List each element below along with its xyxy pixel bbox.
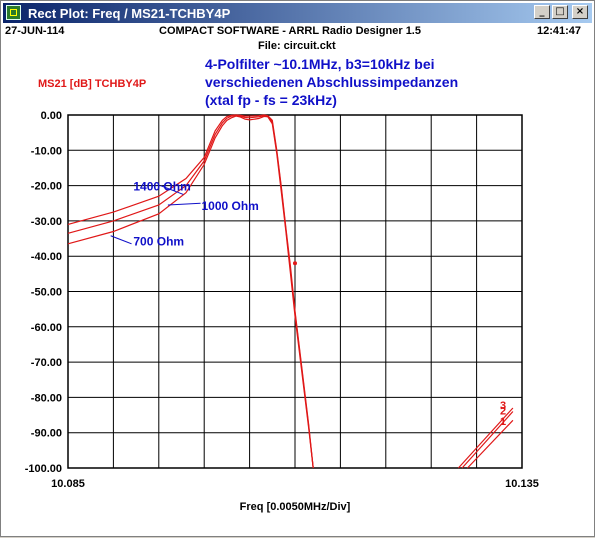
close-button[interactable]: × — [572, 5, 588, 19]
series-end-label: 3 — [500, 400, 506, 412]
y-tick-label: -50.00 — [31, 287, 62, 299]
series-end-label: 2 — [500, 406, 506, 418]
series-label: MS21 [dB] TCHBY4P — [38, 78, 146, 90]
upper-skirt-trace-3 — [457, 407, 514, 469]
plot-date: 27-JUN-114 — [5, 25, 65, 37]
y-tick-label: -100.00 — [25, 463, 62, 475]
y-tick-label: -20.00 — [31, 181, 62, 193]
y-tick-label: -70.00 — [31, 357, 62, 369]
series-trace-1 — [67, 115, 314, 469]
minimize-button[interactable]: _ — [534, 5, 550, 19]
x-tick-label: 10.135 — [505, 478, 539, 490]
series-trace-3 — [67, 114, 314, 469]
impedance-annotation: 1400 Ohm — [133, 180, 190, 194]
x-tick-label: 10.085 — [51, 478, 85, 490]
app-name: COMPACT SOFTWARE - ARRL Radio Designer 1… — [159, 25, 421, 37]
plot-frame — [67, 114, 523, 469]
note-line-3: (xtal fp - fs = 23kHz) — [205, 92, 337, 108]
upper-skirt-trace-2 — [461, 411, 514, 469]
series-end-label: 1 — [500, 416, 506, 428]
upper-skirt-trace-1 — [467, 419, 514, 469]
y-tick-label: -80.00 — [31, 392, 62, 404]
y-tick-label: -40.00 — [31, 251, 62, 263]
app-icon[interactable] — [6, 5, 21, 20]
y-tick-label: -90.00 — [31, 428, 62, 440]
y-tick-label: -30.00 — [31, 216, 62, 228]
plot-time: 12:41:47 — [537, 25, 582, 37]
annotation-leader — [160, 185, 184, 195]
trace-marker — [293, 261, 297, 266]
impedance-annotation: 1000 Ohm — [201, 199, 258, 213]
y-tick-label: -60.00 — [31, 322, 62, 334]
note-line-1: 4-Polfilter ~10.1MHz, b3=10kHz bei — [205, 56, 435, 72]
file-name: File: circuit.ckt — [258, 40, 336, 52]
annotation-leader — [110, 235, 132, 245]
impedance-annotation: 700 Ohm — [133, 234, 184, 248]
title-bar[interactable]: Rect Plot: Freq / MS21-TCHBY4P _ □ × — [3, 3, 592, 23]
x-axis-label: Freq [0.0050MHz/Div] — [240, 501, 351, 513]
window-title: Rect Plot: Freq / MS21-TCHBY4P — [28, 6, 231, 21]
annotation-leader — [167, 202, 201, 206]
y-tick-label: -10.00 — [31, 145, 62, 157]
note-line-2: verschiedenen Abschlussimpedanzen — [205, 74, 459, 90]
maximize-button[interactable]: □ — [552, 5, 568, 19]
y-tick-label: 0.00 — [41, 110, 62, 122]
